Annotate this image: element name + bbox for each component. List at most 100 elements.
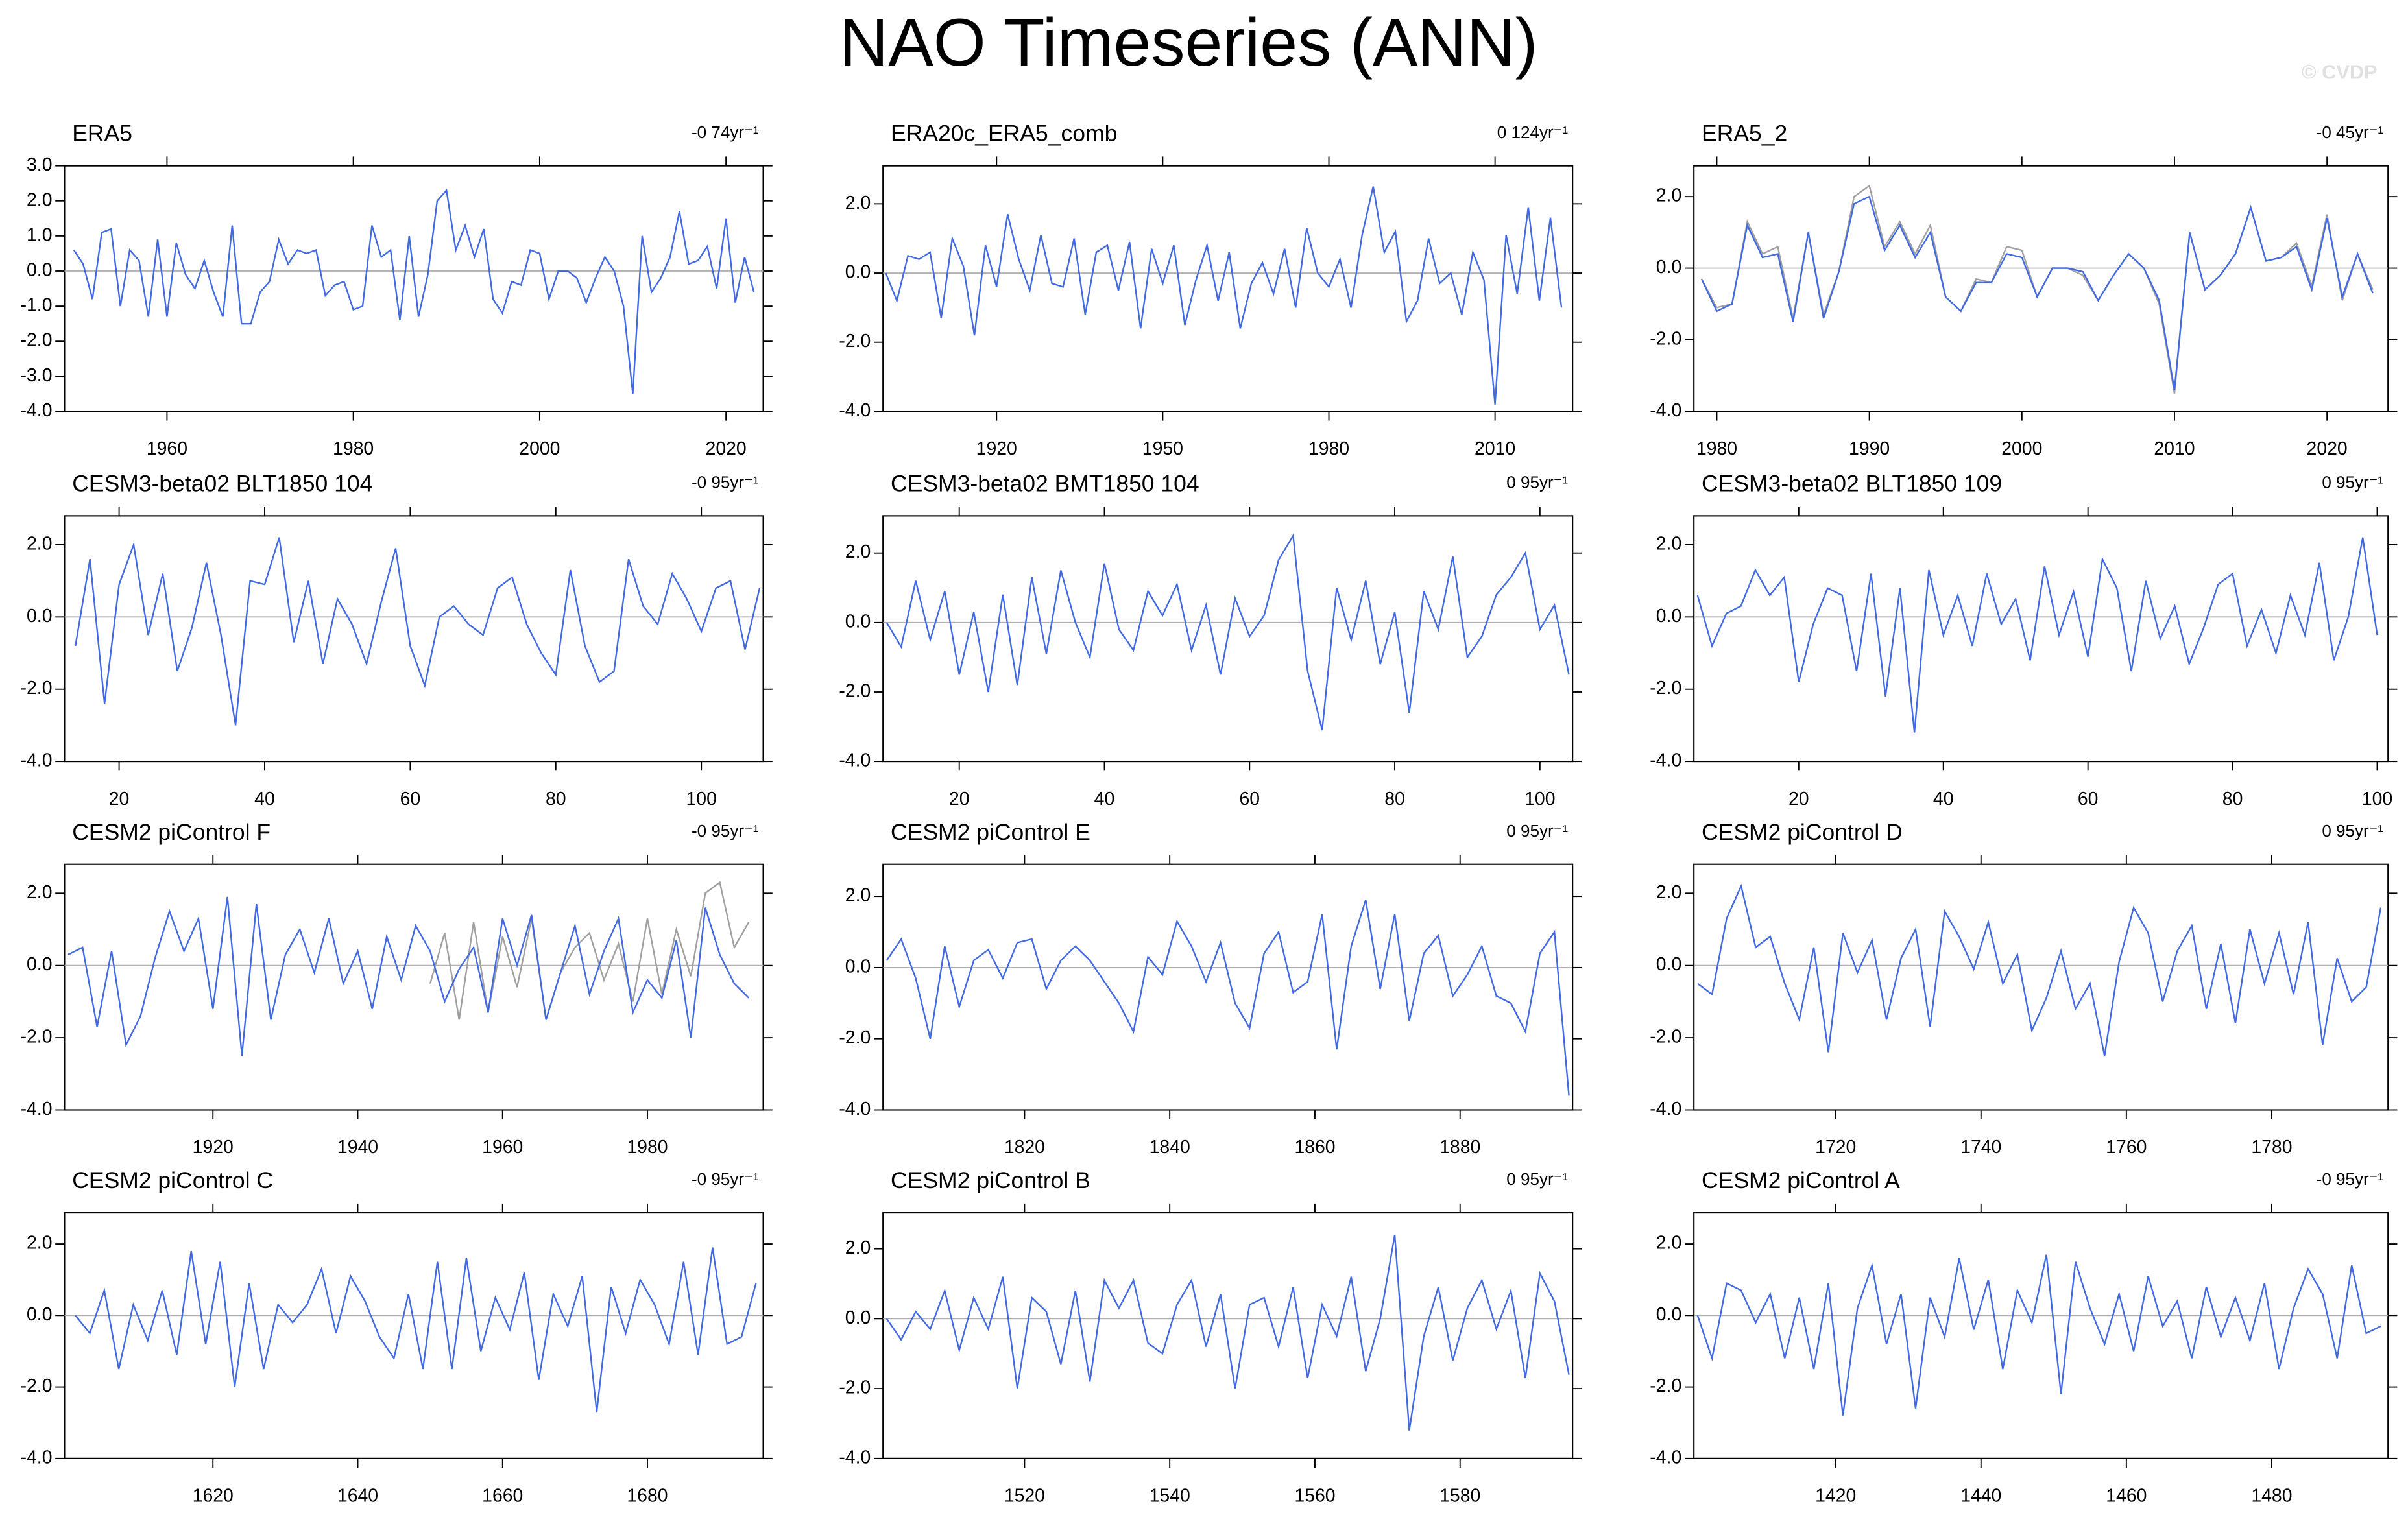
x-tick-label: 1740 bbox=[1960, 1137, 2001, 1158]
x-tick-label: 1440 bbox=[1960, 1486, 2001, 1507]
panel-title: CESM3-beta02 BMT1850 104 bbox=[891, 470, 1199, 496]
x-tick-label: 80 bbox=[546, 789, 566, 809]
panel-title: CESM3-beta02 BLT1850 104 bbox=[72, 470, 372, 496]
x-tick-label: 1480 bbox=[2251, 1486, 2292, 1507]
x-tick-label: 60 bbox=[1239, 789, 1260, 809]
panel-title: ERA5_2 bbox=[1702, 121, 1787, 147]
panel: CESM3-beta02 BLT1850 104 -0 95yr⁻¹ -4.0 -2.… bbox=[21, 470, 773, 809]
x-tick-label: 1980 bbox=[627, 1137, 668, 1158]
y-tick-label: -4.0 bbox=[21, 750, 53, 771]
y-tick-label: -4.0 bbox=[839, 400, 871, 421]
y-tick-label: -2.0 bbox=[839, 1377, 871, 1398]
panel-title: ERA5 bbox=[72, 121, 132, 147]
y-tick-label: 0.0 bbox=[27, 259, 52, 280]
panel: CESM2 piControl C -0 95yr⁻¹ -4.0 -2.0 0.0 2.0… bbox=[21, 1167, 773, 1507]
plot-frame bbox=[1693, 1212, 2389, 1459]
x-tick-label: 1980 bbox=[1308, 438, 1349, 459]
y-tick-label: 2.0 bbox=[845, 885, 871, 906]
y-tick-label: 0.0 bbox=[845, 611, 871, 632]
y-tick-label: 2.0 bbox=[1656, 882, 1681, 903]
trend-label: -0 95yr⁻¹ bbox=[2317, 1169, 2384, 1189]
x-tick-label: 40 bbox=[1094, 789, 1115, 809]
panel: CESM2 piControl A -0 95yr⁻¹ -4.0 -2.0 0.0 2.0… bbox=[1650, 1167, 2398, 1507]
y-tick-label: -4.0 bbox=[1650, 1099, 1681, 1119]
y-tick-label: 0.0 bbox=[845, 956, 871, 977]
y-tick-label: 2.0 bbox=[27, 1233, 52, 1254]
x-tick-label: 2010 bbox=[2154, 438, 2195, 459]
x-tick-label: 1980 bbox=[333, 438, 374, 459]
panel-title: ERA20c_ERA5_comb bbox=[891, 121, 1117, 147]
plot-frame bbox=[64, 515, 764, 763]
x-tick-label: 2020 bbox=[2307, 438, 2348, 459]
panel: ERA5 -0 74yr⁻¹ -4.0 -3.0 -2.0 -1.0 0.0 1.0 2.0 3.… bbox=[21, 121, 773, 459]
plot-frame bbox=[64, 863, 764, 1111]
figure-title: NAO Timeseries (ANN) bbox=[839, 5, 1537, 80]
panel: CESM2 piControl D 0 95yr⁻¹ -4.0 -2.0 0.0 2.0 1… bbox=[1650, 819, 2398, 1158]
series-line bbox=[885, 533, 1570, 731]
y-tick-label: -2.0 bbox=[21, 1376, 53, 1396]
y-tick-label: 0.0 bbox=[845, 262, 871, 283]
y-tick-label: 0.0 bbox=[845, 1307, 871, 1328]
y-tick-label: 2.0 bbox=[1656, 185, 1681, 206]
series-line bbox=[1700, 195, 2374, 390]
x-tick-label: 1960 bbox=[482, 1137, 523, 1158]
x-tick-label: 1950 bbox=[1142, 438, 1183, 459]
y-tick-label: -2.0 bbox=[1650, 1376, 1681, 1396]
x-tick-label: 1920 bbox=[193, 1137, 234, 1158]
x-tick-label: 1840 bbox=[1150, 1137, 1190, 1158]
y-tick-label: -4.0 bbox=[21, 1099, 53, 1119]
y-tick-label: 0.0 bbox=[1656, 606, 1681, 626]
plot-frame bbox=[1693, 863, 2389, 1111]
panel: ERA20c_ERA5_comb 0 124yr⁻¹ -4.0 -2.0 0.0 2.0 1… bbox=[839, 121, 1582, 459]
x-tick-label: 20 bbox=[1788, 789, 1809, 809]
x-tick-label: 1460 bbox=[2106, 1486, 2147, 1507]
panel-title: CESM2 piControl B bbox=[891, 1167, 1090, 1193]
y-tick-label: 1.0 bbox=[27, 224, 52, 245]
x-tick-label: 60 bbox=[2078, 789, 2099, 809]
x-tick-label: 20 bbox=[109, 789, 130, 809]
plot-frame bbox=[882, 515, 1574, 763]
panel: CESM2 piControl B 0 95yr⁻¹ -4.0 -2.0 0.0 2.0 1… bbox=[839, 1167, 1582, 1507]
trend-label: 0 95yr⁻¹ bbox=[1506, 1169, 1568, 1189]
panel-title: CESM2 piControl F bbox=[72, 819, 271, 845]
watermark: © CVDP bbox=[2302, 61, 2378, 84]
y-tick-label: -4.0 bbox=[1650, 400, 1681, 421]
y-tick-label: 2.0 bbox=[27, 882, 52, 903]
y-tick-label: 0.0 bbox=[27, 954, 52, 975]
panel: CESM3-beta02 BLT1850 109 0 95yr⁻¹ -4.0 -2.0… bbox=[1650, 470, 2398, 809]
y-tick-label: 2.0 bbox=[1656, 533, 1681, 554]
trend-label: -0 95yr⁻¹ bbox=[692, 821, 759, 840]
x-tick-label: 40 bbox=[1933, 789, 1954, 809]
y-tick-label: 3.0 bbox=[27, 154, 52, 175]
y-tick-label: 2.0 bbox=[845, 1237, 871, 1258]
x-tick-label: 1540 bbox=[1150, 1486, 1190, 1507]
panel-title: CESM2 piControl C bbox=[72, 1167, 273, 1193]
y-tick-label: -2.0 bbox=[1650, 328, 1681, 349]
series-line bbox=[1696, 537, 2378, 733]
x-tick-label: 100 bbox=[686, 789, 717, 809]
y-tick-label: 0.0 bbox=[27, 606, 52, 626]
y-tick-label: 0.0 bbox=[1656, 257, 1681, 278]
y-tick-label: -1.0 bbox=[21, 295, 53, 316]
x-tick-label: 1640 bbox=[337, 1486, 378, 1507]
x-tick-label: 100 bbox=[1524, 789, 1555, 809]
x-tick-label: 1780 bbox=[2251, 1137, 2292, 1158]
y-tick-label: -4.0 bbox=[839, 1447, 871, 1468]
series-line bbox=[885, 900, 1570, 1096]
panel: CESM2 piControl E 0 95yr⁻¹ -4.0 -2.0 0.0 2.0 1… bbox=[839, 819, 1582, 1158]
panel: CESM2 piControl F -0 95yr⁻¹ -4.0 -2.0 0.0 2.0… bbox=[21, 819, 773, 1158]
series-line bbox=[885, 186, 1563, 405]
y-tick-label: 0.0 bbox=[1656, 954, 1681, 975]
x-tick-label: 1680 bbox=[627, 1486, 668, 1507]
y-tick-label: 2.0 bbox=[1656, 1233, 1681, 1254]
x-tick-label: 1920 bbox=[976, 438, 1017, 459]
panel-title: CESM2 piControl A bbox=[1702, 1167, 1900, 1193]
series-line bbox=[1696, 1254, 2381, 1416]
trend-label: -0 95yr⁻¹ bbox=[692, 473, 759, 492]
plot-frame bbox=[64, 1212, 764, 1459]
plot-frame bbox=[1693, 165, 2389, 412]
x-tick-label: 1860 bbox=[1294, 1137, 1335, 1158]
trend-label: -0 45yr⁻¹ bbox=[2317, 123, 2384, 142]
series-line bbox=[73, 188, 755, 394]
